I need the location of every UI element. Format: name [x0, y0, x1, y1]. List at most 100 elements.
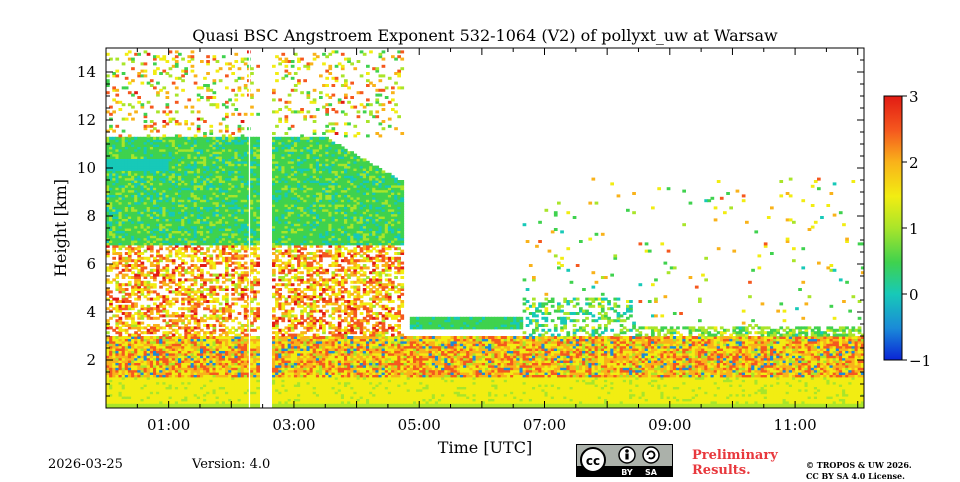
heatmap-cell	[203, 77, 207, 80]
heatmap-cell	[144, 113, 148, 116]
heatmap-cell	[228, 98, 232, 101]
heatmap-cell	[153, 86, 157, 89]
heatmap-cell	[169, 336, 173, 339]
heatmap-cell	[234, 108, 238, 111]
heatmap-cell	[250, 67, 254, 70]
heatmap-cell	[209, 254, 213, 257]
heatmap-cell	[159, 269, 163, 272]
heatmap-cell	[131, 106, 135, 109]
heatmap-cell	[187, 326, 191, 329]
heatmap-cell	[213, 96, 217, 99]
heatmap-cell	[147, 125, 151, 128]
heatmap-cell	[178, 271, 182, 274]
heatmap-cell	[256, 302, 260, 305]
heatmap-cell	[115, 89, 119, 92]
heatmap-cell	[178, 53, 182, 56]
heatmap-cell	[144, 70, 148, 73]
heatmap-cell	[216, 286, 220, 289]
heatmap-cell	[134, 110, 138, 113]
heatmap-cell	[225, 257, 229, 260]
heatmap-cell	[128, 134, 132, 137]
heatmap-cell	[244, 334, 248, 337]
heatmap-cell	[112, 130, 116, 133]
heatmap-cell	[256, 65, 260, 68]
heatmap-cell	[216, 310, 220, 313]
heatmap-cell	[166, 96, 170, 99]
heatmap-cell	[159, 254, 163, 257]
heatmap-cell	[141, 262, 145, 265]
heatmap-cell	[187, 319, 191, 322]
heatmap-cell	[115, 58, 119, 61]
heatmap-cell	[209, 125, 213, 128]
heatmap-cell	[156, 67, 160, 70]
heatmap-cell	[119, 252, 123, 255]
heatmap-cell	[244, 262, 248, 265]
heatmap-cell	[219, 302, 223, 305]
heatmap-cell	[169, 274, 173, 277]
heatmap-cell	[238, 113, 242, 116]
heatmap-cell	[234, 317, 238, 320]
heatmap-cell	[178, 247, 182, 250]
heatmap-cell	[175, 110, 179, 113]
heatmap-cell	[137, 264, 141, 267]
heatmap-cell	[187, 254, 191, 257]
heatmap-cell	[112, 110, 116, 113]
heatmap-cell	[244, 286, 248, 289]
heatmap-cell	[200, 60, 204, 63]
heatmap-cell	[244, 293, 248, 296]
heatmap-cell	[197, 288, 201, 291]
heatmap-cell	[106, 91, 110, 94]
heatmap-cell	[131, 58, 135, 61]
heatmap-cell	[206, 254, 210, 257]
heatmap-cell	[178, 334, 182, 337]
heatmap-cell	[137, 137, 141, 140]
heatmap-cell	[244, 58, 248, 61]
heatmap-cell	[250, 94, 254, 97]
heatmap-cell	[256, 271, 260, 274]
heatmap-cell	[128, 334, 132, 337]
heatmap-cell	[187, 286, 191, 289]
heatmap-cell	[191, 122, 195, 125]
heatmap-cell	[172, 82, 176, 85]
heatmap-cell	[234, 271, 238, 274]
heatmap-cell	[169, 50, 173, 53]
heatmap-cell	[213, 79, 217, 82]
heatmap-cell	[106, 74, 110, 77]
heatmap-cell	[137, 322, 141, 325]
heatmap-cell	[231, 65, 235, 68]
chart-title: Quasi BSC Angstroem Exponent 532-1064 (V…	[192, 26, 778, 45]
heatmap-cell	[244, 305, 248, 308]
heatmap-cell	[122, 72, 126, 75]
heatmap-cell	[109, 113, 113, 116]
heatmap-cell	[256, 247, 260, 250]
heatmap-cell	[175, 94, 179, 97]
heatmap-cell	[125, 77, 129, 80]
heatmap-cell	[206, 72, 210, 75]
heatmap-cell	[159, 89, 163, 92]
heatmap-cell	[181, 79, 185, 82]
heatmap-cell	[244, 137, 248, 140]
heatmap-cell	[137, 295, 141, 298]
heatmap-cell	[109, 317, 113, 320]
heatmap-cell	[234, 79, 238, 82]
heatmap-cell	[166, 60, 170, 63]
heatmap-cell	[244, 84, 248, 87]
heatmap-cell	[197, 94, 201, 97]
heatmap-cell	[225, 278, 229, 281]
heatmap-cell	[206, 247, 210, 250]
heatmap-cell	[137, 96, 141, 99]
heatmap-cell	[206, 271, 210, 274]
heatmap-cell	[209, 130, 213, 133]
heatmap-cell	[137, 101, 141, 104]
heatmap-cell	[206, 300, 210, 303]
heatmap-cell	[128, 264, 132, 267]
heatmap-cell	[178, 326, 182, 329]
heatmap-cell	[225, 113, 229, 116]
heatmap-cell	[128, 281, 132, 284]
heatmap-cell	[191, 65, 195, 68]
heatmap-cell	[231, 89, 235, 92]
heatmap-cell	[169, 137, 173, 140]
heatmap-cell	[234, 329, 238, 332]
heatmap-cell	[178, 77, 182, 80]
heatmap-cell	[219, 67, 223, 70]
